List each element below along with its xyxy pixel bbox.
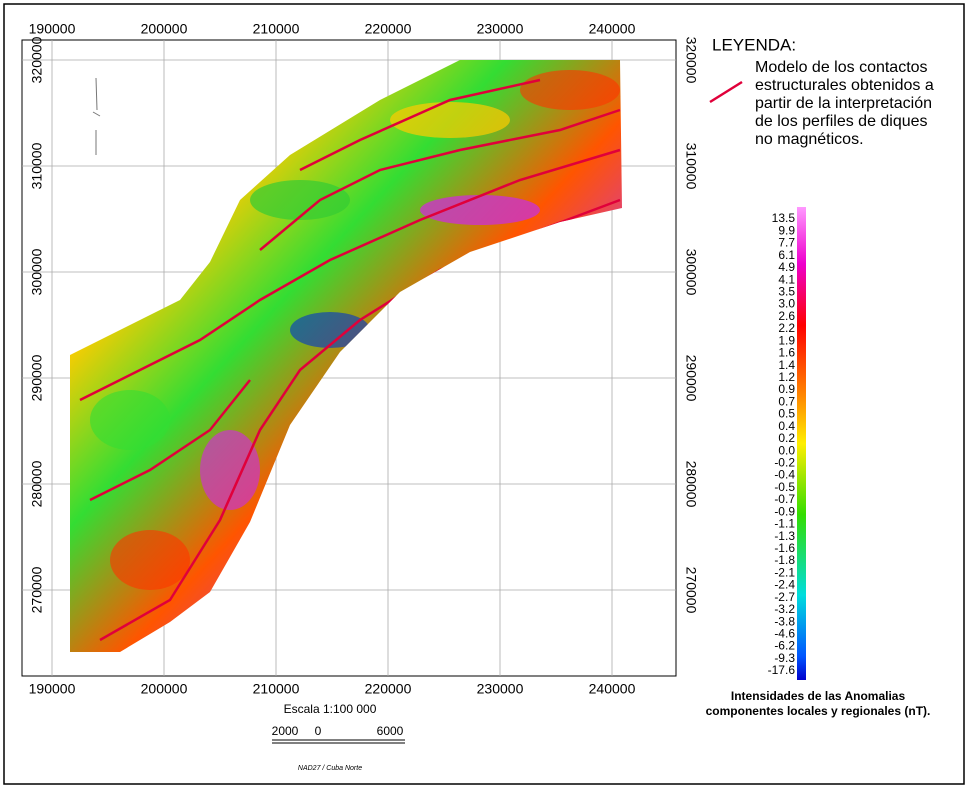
- projection: NAD27 / Cuba Norte: [298, 765, 362, 772]
- scale-bar-label: 2000: [272, 724, 299, 738]
- legend-text: de los perfiles de diques: [755, 113, 928, 130]
- map-figure: LEYENDA: Modelo de los contactosestructu…: [0, 0, 969, 789]
- scale-bar-label: 0: [315, 724, 322, 738]
- scale-text: Escala 1:100 000: [284, 702, 377, 716]
- anomaly-raster: [60, 50, 630, 660]
- y-tick-label: 300000: [29, 248, 45, 295]
- y-tick-label: 320000: [683, 37, 699, 84]
- colorbar-title: Intensidades de las Anomaliascomponentes…: [706, 689, 931, 718]
- x-tick-label: 240000: [589, 21, 636, 37]
- page: { "map": { "x_ticks_top": ["190000", "20…: [0, 0, 969, 789]
- colorbar-label: -17.6: [768, 663, 796, 677]
- x-tick-label: 230000: [477, 681, 524, 697]
- north-arrow: [93, 78, 100, 155]
- legend-line-swatch: [710, 82, 742, 102]
- y-tick-label: 270000: [683, 567, 699, 614]
- colorbar-title-line: Intensidades de las Anomalias: [731, 689, 906, 703]
- raster-blob: [420, 195, 540, 225]
- colorbar-title-line: componentes locales y regionales (nT).: [706, 704, 931, 718]
- y-tick-label: 300000: [683, 249, 699, 296]
- raster-blob: [250, 180, 350, 220]
- x-tick-label: 190000: [29, 21, 76, 37]
- raster-blob: [290, 312, 370, 348]
- x-tick-label: 200000: [141, 21, 188, 37]
- y-tick-label: 320000: [29, 36, 45, 83]
- scale-bar-label: 6000: [377, 724, 404, 738]
- scale-bar: 2000 0 6000: [272, 724, 405, 743]
- y-tick-label: 310000: [29, 142, 45, 189]
- legend-text: estructurales obtenidos a: [755, 77, 934, 94]
- y-tick-label: 310000: [683, 143, 699, 190]
- legend-text: no magnéticos.: [755, 131, 864, 148]
- legend-title: LEYENDA:: [712, 35, 796, 54]
- legend-text: Modelo de los contactos: [755, 59, 928, 76]
- x-tick-label: 220000: [365, 21, 412, 37]
- x-tick-label: 190000: [29, 681, 76, 697]
- y-tick-label: 280000: [683, 461, 699, 508]
- x-tick-label: 210000: [253, 681, 300, 697]
- x-tick-label: 230000: [477, 21, 524, 37]
- y-tick-label: 280000: [29, 460, 45, 507]
- y-tick-label: 290000: [29, 354, 45, 401]
- x-tick-label: 220000: [365, 681, 412, 697]
- raster-blob: [90, 390, 170, 450]
- x-tick-label: 200000: [141, 681, 188, 697]
- x-tick-label: 240000: [589, 681, 636, 697]
- y-tick-label: 290000: [683, 355, 699, 402]
- x-tick-label: 210000: [253, 21, 300, 37]
- y-tick-label: 270000: [29, 566, 45, 613]
- legend-text: partir de la interpretación: [755, 95, 932, 112]
- colorbar-labels: 13.59.97.76.14.94.13.53.02.62.21.91.61.4…: [768, 211, 796, 677]
- colorbar: [797, 207, 806, 680]
- raster-blob: [520, 70, 620, 110]
- raster-blob: [110, 530, 190, 590]
